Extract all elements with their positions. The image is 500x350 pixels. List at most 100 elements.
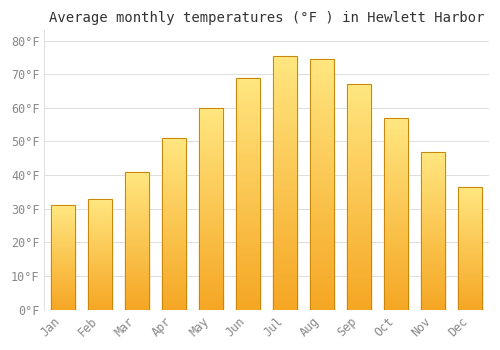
Bar (162, 298, 186, 299)
Bar (273, 236, 297, 239)
Bar (236, 78, 260, 80)
Bar (273, 198, 297, 201)
Bar (199, 263, 223, 265)
Bar (88, 201, 112, 202)
Bar (236, 177, 260, 180)
Bar (347, 161, 372, 163)
Bar (88, 234, 112, 235)
Bar (458, 303, 482, 305)
Bar (236, 247, 260, 249)
Bar (422, 245, 446, 246)
Bar (236, 110, 260, 112)
Bar (273, 256, 297, 259)
Bar (273, 58, 297, 61)
Bar (199, 152, 223, 154)
Bar (162, 224, 186, 226)
Bar (125, 252, 149, 253)
Bar (422, 288, 446, 289)
Bar (51, 272, 75, 273)
Bar (199, 201, 223, 203)
Bar (88, 239, 112, 240)
Bar (88, 295, 112, 296)
Bar (384, 154, 408, 156)
Bar (236, 112, 260, 115)
Bar (273, 221, 297, 223)
Bar (310, 297, 334, 300)
Bar (458, 288, 482, 289)
Bar (199, 243, 223, 245)
Bar (88, 278, 112, 279)
Bar (236, 198, 260, 201)
Bar (125, 220, 149, 222)
Bar (125, 230, 149, 231)
Bar (199, 209, 223, 211)
Bar (236, 284, 260, 287)
Bar (51, 208, 75, 209)
Bar (310, 219, 334, 222)
Bar (88, 282, 112, 283)
Bar (310, 275, 334, 277)
Bar (422, 264, 446, 265)
Bar (88, 308, 112, 309)
Bar (162, 306, 186, 308)
Bar (125, 235, 149, 237)
Bar (51, 242, 75, 243)
Bar (236, 236, 260, 238)
Bar (162, 255, 186, 257)
Bar (88, 305, 112, 306)
Bar (458, 254, 482, 256)
Bar (162, 293, 186, 294)
Bar (458, 216, 482, 218)
Bar (51, 308, 75, 309)
Bar (273, 91, 297, 94)
Bar (310, 292, 334, 295)
Bar (384, 141, 408, 143)
Bar (310, 305, 334, 307)
Bar (310, 94, 334, 97)
Bar (162, 157, 186, 159)
Bar (273, 94, 297, 96)
Bar (88, 240, 112, 241)
Bar (347, 168, 372, 170)
Bar (422, 289, 446, 291)
Bar (51, 279, 75, 280)
Bar (236, 80, 260, 82)
Bar (51, 245, 75, 246)
Bar (458, 253, 482, 254)
Bar (125, 205, 149, 206)
Bar (162, 177, 186, 179)
Bar (310, 147, 334, 149)
Bar (199, 187, 223, 189)
Bar (310, 162, 334, 164)
Bar (51, 209, 75, 210)
Bar (458, 193, 482, 194)
Bar (458, 291, 482, 293)
Bar (51, 302, 75, 303)
Bar (458, 199, 482, 201)
Bar (236, 256, 260, 259)
Bar (88, 246, 112, 247)
Bar (88, 231, 112, 232)
Bar (458, 264, 482, 266)
Bar (236, 203, 260, 205)
Bar (236, 124, 260, 126)
Bar (384, 239, 408, 241)
Bar (458, 219, 482, 220)
Bar (88, 285, 112, 286)
Bar (162, 154, 186, 155)
Bar (199, 249, 223, 251)
Bar (162, 274, 186, 275)
Bar (273, 86, 297, 89)
Bar (273, 99, 297, 101)
Bar (125, 285, 149, 286)
Bar (422, 297, 446, 299)
Bar (199, 136, 223, 138)
Bar (347, 283, 372, 285)
Bar (199, 215, 223, 217)
Bar (273, 185, 297, 188)
Bar (384, 279, 408, 281)
Bar (422, 186, 446, 188)
Bar (125, 270, 149, 271)
Bar (125, 267, 149, 268)
Bar (236, 166, 260, 168)
